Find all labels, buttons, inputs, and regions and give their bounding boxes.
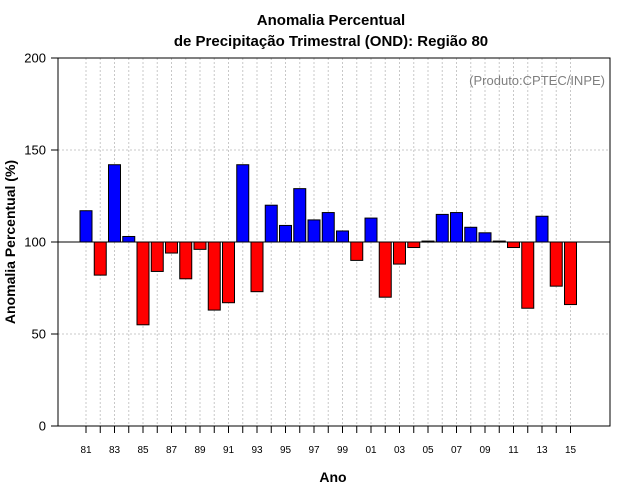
y-tick-label: 0 xyxy=(39,419,46,434)
x-tick-label: 01 xyxy=(365,445,377,456)
x-tick-label: 09 xyxy=(479,445,491,456)
bar-09 xyxy=(478,232,492,243)
bar-07 xyxy=(450,212,463,243)
y-tick-label: 100 xyxy=(24,235,46,250)
bar-81 xyxy=(79,210,93,243)
x-tick-label: 85 xyxy=(137,445,149,456)
x-tick-label: 95 xyxy=(280,445,292,456)
x-tick-label: 87 xyxy=(166,445,178,456)
bar-05 xyxy=(421,240,435,243)
bar-02 xyxy=(378,241,392,298)
bar-86 xyxy=(150,241,164,272)
bar-90 xyxy=(207,241,221,311)
chart-title-line1: Anomalia Percentual xyxy=(257,12,405,29)
x-tick-label: 89 xyxy=(194,445,206,456)
x-tick-label: 03 xyxy=(394,445,406,456)
bar-82 xyxy=(93,241,107,276)
y-tick-label: 150 xyxy=(24,143,46,158)
bar-93 xyxy=(250,241,264,293)
x-tick-label: 15 xyxy=(565,445,577,456)
y-axis: 0 50 100 150 200 xyxy=(24,51,58,434)
x-tick-label: 05 xyxy=(422,445,434,456)
x-tick-label: 13 xyxy=(536,445,548,456)
bar-91 xyxy=(222,241,235,304)
bar-08 xyxy=(464,226,478,243)
bar-95 xyxy=(279,224,292,243)
y-axis-label: Anomalia Percentual (%) xyxy=(2,160,18,324)
bar-00 xyxy=(350,241,364,261)
bar-11 xyxy=(507,241,520,249)
x-tick-label: 99 xyxy=(337,445,349,456)
x-tick-label: 91 xyxy=(223,445,235,456)
bar-84 xyxy=(122,235,136,243)
y-tick-label: 200 xyxy=(24,51,46,66)
bar-98 xyxy=(321,212,335,243)
x-axis-label: Ano xyxy=(319,469,346,485)
bar-06 xyxy=(435,213,449,243)
bar-14 xyxy=(549,241,563,287)
bar-12 xyxy=(521,241,535,309)
y-tick-label: 50 xyxy=(32,327,46,342)
bar-94 xyxy=(264,204,278,243)
bar-01 xyxy=(364,217,378,243)
x-tick-label: 07 xyxy=(451,445,463,456)
bar-89 xyxy=(193,241,207,250)
bar-96 xyxy=(293,188,307,243)
bar-15 xyxy=(564,241,577,306)
bar-13 xyxy=(535,215,549,243)
x-tick-label: 97 xyxy=(308,445,320,456)
x-tick-label: 11 xyxy=(508,445,519,456)
bar-85 xyxy=(136,241,150,326)
x-tick-label: 81 xyxy=(80,445,92,456)
bar-87 xyxy=(165,241,178,254)
bar-88 xyxy=(179,241,193,280)
bars xyxy=(79,164,577,326)
bar-83 xyxy=(108,164,121,243)
bar-10 xyxy=(492,240,506,243)
chart-title-line2: de Precipitação Trimestral (OND): Região… xyxy=(174,33,488,50)
source-annotation: (Produto:CPTEC/INPE) xyxy=(469,73,605,88)
bar-04 xyxy=(407,241,421,249)
x-tick-label: 93 xyxy=(251,445,263,456)
x-axis: 81 83 85 87 89 91 93 95 97 99 01 03 05 07 09 11 13 15 xyxy=(80,426,576,456)
bar-97 xyxy=(307,219,321,243)
bar-99 xyxy=(336,230,349,243)
x-tick-label: 83 xyxy=(109,445,121,456)
bar-03 xyxy=(393,241,406,265)
bar-92 xyxy=(236,164,250,243)
